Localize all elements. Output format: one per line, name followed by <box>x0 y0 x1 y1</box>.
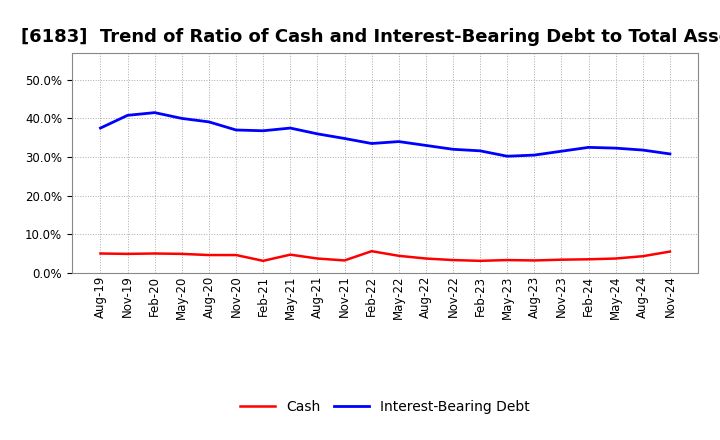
Interest-Bearing Debt <box>286 125 294 131</box>
Interest-Bearing Debt <box>395 139 403 144</box>
Interest-Bearing Debt <box>557 149 566 154</box>
Cash <box>530 258 539 263</box>
Interest-Bearing Debt <box>123 113 132 118</box>
Interest-Bearing Debt <box>341 136 349 141</box>
Cash <box>259 258 268 264</box>
Interest-Bearing Debt <box>150 110 159 115</box>
Line: Cash: Cash <box>101 251 670 261</box>
Cash <box>313 256 322 261</box>
Interest-Bearing Debt <box>204 119 213 125</box>
Cash <box>96 251 105 256</box>
Cash <box>395 253 403 258</box>
Interest-Bearing Debt <box>584 145 593 150</box>
Interest-Bearing Debt <box>421 143 430 148</box>
Line: Interest-Bearing Debt: Interest-Bearing Debt <box>101 113 670 156</box>
Interest-Bearing Debt <box>530 152 539 158</box>
Cash <box>639 253 647 259</box>
Cash <box>150 251 159 256</box>
Cash <box>665 249 674 254</box>
Interest-Bearing Debt <box>611 146 620 151</box>
Cash <box>503 257 511 263</box>
Legend: Cash, Interest-Bearing Debt: Cash, Interest-Bearing Debt <box>235 394 536 419</box>
Cash <box>286 252 294 257</box>
Interest-Bearing Debt <box>665 151 674 157</box>
Cash <box>584 257 593 262</box>
Cash <box>476 258 485 264</box>
Cash <box>557 257 566 262</box>
Interest-Bearing Debt <box>367 141 376 146</box>
Cash <box>178 251 186 257</box>
Cash <box>421 256 430 261</box>
Cash <box>449 257 457 263</box>
Interest-Bearing Debt <box>503 154 511 159</box>
Cash <box>341 258 349 263</box>
Cash <box>367 249 376 254</box>
Interest-Bearing Debt <box>313 131 322 136</box>
Interest-Bearing Debt <box>476 148 485 154</box>
Interest-Bearing Debt <box>639 147 647 153</box>
Cash <box>232 253 240 258</box>
Interest-Bearing Debt <box>232 127 240 132</box>
Interest-Bearing Debt <box>259 128 268 133</box>
Interest-Bearing Debt <box>96 125 105 131</box>
Cash <box>123 251 132 257</box>
Interest-Bearing Debt <box>178 116 186 121</box>
Cash <box>204 253 213 258</box>
Title: [6183]  Trend of Ratio of Cash and Interest-Bearing Debt to Total Assets: [6183] Trend of Ratio of Cash and Intere… <box>21 28 720 46</box>
Interest-Bearing Debt <box>449 147 457 152</box>
Cash <box>611 256 620 261</box>
